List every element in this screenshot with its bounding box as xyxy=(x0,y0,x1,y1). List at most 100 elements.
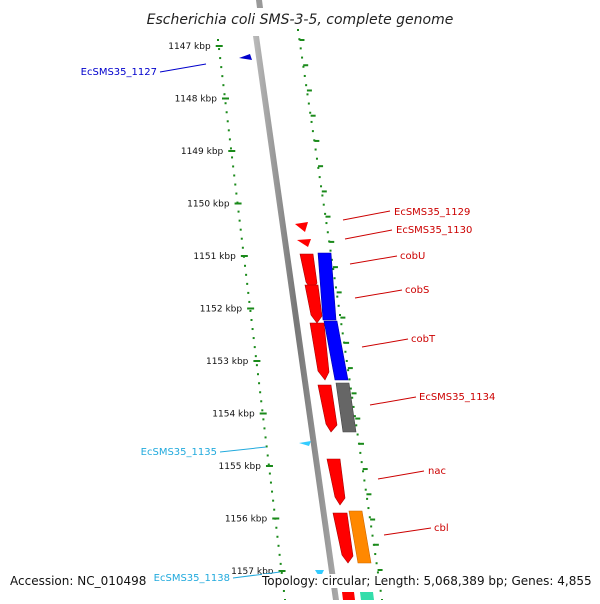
inner-rail-dot xyxy=(249,309,252,312)
feature-ecsms35-1129[interactable] xyxy=(295,222,308,232)
outer-rail-dot xyxy=(359,451,362,454)
kbp-label: 1149 kbp xyxy=(181,147,224,157)
outer-rail-dot xyxy=(334,286,337,289)
inner-rail-dot xyxy=(241,246,244,249)
inner-rail-dot xyxy=(248,300,251,303)
gene-label-ecsms35-1134[interactable]: EcSMS35_1134 xyxy=(419,392,495,403)
gene-label-ecsms35-1127[interactable]: EcSMS35_1127 xyxy=(81,67,157,78)
inner-rail-dot xyxy=(219,57,222,60)
outer-rail-dot xyxy=(348,378,351,381)
inner-rail-dot xyxy=(265,445,268,448)
cds-next[interactable] xyxy=(342,592,355,600)
function-block-cobT[interactable] xyxy=(323,320,349,381)
inner-rail-dot xyxy=(251,328,254,331)
leader-ecsms35-1134 xyxy=(369,396,417,406)
outer-rail-dot xyxy=(318,176,321,179)
gene-label-cobU[interactable]: cobU xyxy=(400,251,425,262)
outer-rail-dot xyxy=(368,516,371,519)
inner-rail-dot xyxy=(238,219,241,222)
outer-rail-dot xyxy=(360,461,363,464)
accession-label: Accession: NC_010498 xyxy=(10,574,147,588)
outer-rail-dot xyxy=(329,249,332,252)
inner-rail-dot xyxy=(256,373,259,376)
feature-ecsms35-1135[interactable] xyxy=(299,441,311,446)
cds-nac[interactable] xyxy=(326,458,346,506)
gene-label-ecsms35-1129[interactable]: EcSMS35_1129 xyxy=(394,207,470,218)
backbone-top xyxy=(256,0,263,8)
cds-cobT[interactable] xyxy=(309,322,330,381)
function-block-cbl[interactable] xyxy=(348,510,372,564)
outer-rail-dot xyxy=(374,553,377,556)
inner-rail-dot xyxy=(226,120,229,123)
outer-rail-dot xyxy=(351,396,354,399)
inner-rail-dot xyxy=(258,382,261,385)
inner-rail-dot xyxy=(280,571,283,574)
gene-label-cobS[interactable]: cobS xyxy=(405,285,429,296)
function-block-cobU-cobS[interactable] xyxy=(317,252,337,321)
inner-rail-dot xyxy=(267,463,270,466)
kbp-label: 1147 kbp xyxy=(168,42,211,52)
inner-rail-dot xyxy=(259,391,262,394)
feature-ecsms35-1127[interactable] xyxy=(239,54,252,60)
map-title: Escherichia coli SMS-3-5, complete genom… xyxy=(147,12,454,28)
outer-rail-dot xyxy=(333,277,336,280)
inner-rail-dot xyxy=(269,481,272,484)
outer-rail-dot xyxy=(376,571,379,574)
kbp-label: 1155 kbp xyxy=(219,462,262,472)
gene-label-cobT[interactable]: cobT xyxy=(411,334,436,345)
outer-rail-dot xyxy=(355,424,358,427)
leader-cobU xyxy=(349,255,398,265)
cds-ecsms35-1134[interactable] xyxy=(317,384,338,433)
outer-rail-dot xyxy=(344,350,347,353)
inner-rail-dot xyxy=(252,337,255,340)
outer-rail-dot xyxy=(371,534,374,537)
kbp-label: 1154 kbp xyxy=(212,410,255,420)
outer-rail-dot xyxy=(363,479,366,482)
outer-rail-dot xyxy=(320,185,323,188)
leader-cobT xyxy=(361,338,409,348)
function-block-next[interactable] xyxy=(360,592,374,600)
inner-rail-dot xyxy=(250,319,253,321)
cds-cobS[interactable] xyxy=(304,284,323,324)
inner-rail-dot xyxy=(237,210,240,213)
inner-rail-dot xyxy=(247,291,250,294)
inner-rail-dot xyxy=(224,102,227,105)
feature-ecsms35-1130[interactable] xyxy=(297,239,311,247)
outer-rail-dot xyxy=(366,497,369,500)
outer-rail-dot xyxy=(307,102,310,105)
inner-rail-dot xyxy=(272,499,275,502)
outer-rail-dot xyxy=(326,231,329,234)
outer-rail-dot xyxy=(324,212,327,215)
kbp-label: 1156 kbp xyxy=(225,515,268,525)
function-block-ecsms35-1134[interactable] xyxy=(335,382,357,433)
outer-rail-dot xyxy=(314,148,317,151)
outer-rail-dot xyxy=(310,120,313,123)
outer-rail-dot xyxy=(341,332,344,335)
inner-rail-dot xyxy=(277,544,280,547)
gene-label-cbl[interactable]: cbl xyxy=(434,523,449,534)
outer-rail-dot xyxy=(313,139,316,142)
inner-rail-dot xyxy=(273,508,276,511)
gene-label-ecsms35-1130[interactable]: EcSMS35_1130 xyxy=(396,225,472,236)
outer-rail-dot xyxy=(336,295,339,298)
inner-rail-dot xyxy=(227,129,230,132)
outer-rail-dot xyxy=(309,111,312,114)
inner-rail-dot xyxy=(240,237,243,240)
inner-rail-dot xyxy=(271,490,274,493)
gene-label-ecsms35-1138[interactable]: EcSMS35_1138 xyxy=(154,573,230,584)
dotted-rails xyxy=(217,29,383,601)
inner-rail-dot xyxy=(245,273,248,276)
outer-rail-dot xyxy=(305,84,308,87)
inner-rail-dot xyxy=(263,427,266,430)
outer-rail-dot xyxy=(311,130,314,133)
outer-rail-dot xyxy=(298,38,301,41)
outer-rail-dot xyxy=(325,222,328,225)
outer-rail-dot xyxy=(321,194,324,197)
leader-ecsms35-1135 xyxy=(219,446,267,453)
inner-rail-dot xyxy=(262,418,265,421)
gene-label-ecsms35-1135[interactable]: EcSMS35_1135 xyxy=(141,447,217,458)
gene-label-nac[interactable]: nac xyxy=(428,466,446,477)
cds-cbl[interactable] xyxy=(332,512,354,564)
